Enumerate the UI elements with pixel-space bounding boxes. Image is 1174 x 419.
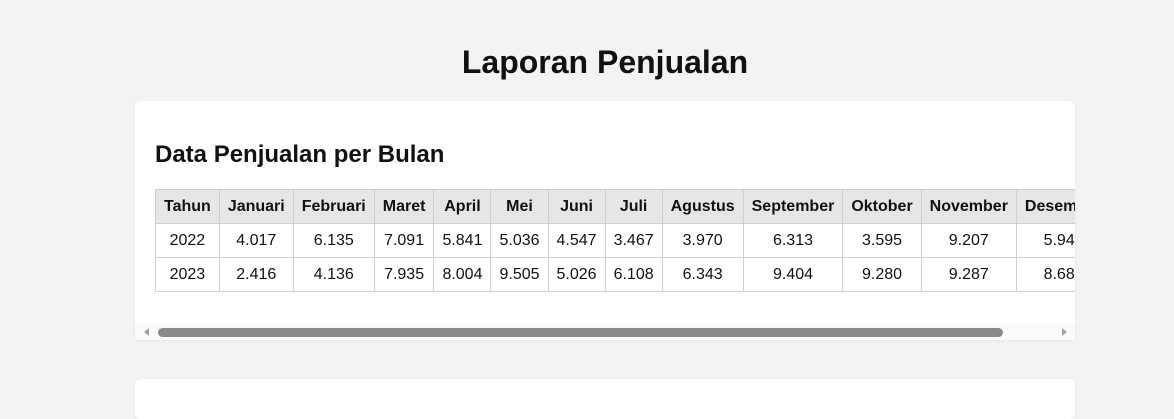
sales-table: Tahun Januari Februari Maret April Mei J…	[155, 189, 1075, 292]
table-cell: 2022	[155, 223, 220, 258]
table-cell: 9.505	[490, 257, 549, 292]
table-cell: 9.404	[742, 257, 844, 292]
table-cell: 2.416	[218, 257, 294, 292]
section-title: Data Penjualan per Bulan	[155, 141, 445, 168]
table-row: 2022 4.017 6.135 7.091 5.841 5.036 4.547…	[155, 223, 1075, 258]
header-cell: Juni	[547, 189, 606, 224]
header-cell: Juli	[604, 189, 663, 224]
horizontal-scrollbar[interactable]	[135, 324, 1075, 340]
scrollbar-thumb[interactable]	[158, 328, 1003, 337]
table-cell: 4.136	[292, 257, 375, 292]
header-cell: Mei	[490, 189, 549, 224]
sales-table-viewport[interactable]: Tahun Januari Februari Maret April Mei J…	[155, 189, 1075, 299]
header-cell: Oktober	[842, 189, 922, 224]
table-cell: 3.467	[604, 223, 663, 258]
table-cell: 6.108	[604, 257, 663, 292]
header-cell: Tahun	[155, 189, 220, 224]
page-title: Laporan Penjualan	[461, 44, 749, 80]
table-cell: 9.287	[920, 257, 1017, 292]
table-cell: 5.841	[433, 223, 492, 258]
table-cell: 3.595	[842, 223, 922, 258]
header-cell: November	[920, 189, 1017, 224]
table-cell: 7.935	[373, 257, 435, 292]
table-cell: 6.135	[292, 223, 375, 258]
table-header-row: Tahun Januari Februari Maret April Mei J…	[155, 189, 1075, 224]
table-cell: 9.207	[920, 223, 1017, 258]
table-cell: 2023	[155, 257, 220, 292]
table-cell: 3.970	[661, 223, 744, 258]
header-cell: Januari	[218, 189, 294, 224]
next-card	[135, 379, 1075, 419]
table-cell: 9.280	[842, 257, 922, 292]
table-row: 2023 2.416 4.136 7.935 8.004 9.505 5.026…	[155, 257, 1075, 292]
table-cell: 5.941	[1015, 223, 1075, 258]
table-cell: 6.343	[661, 257, 744, 292]
header-cell: Agustus	[661, 189, 744, 224]
table-cell: 6.313	[742, 223, 844, 258]
table-cell: 4.547	[547, 223, 606, 258]
header-cell: Maret	[373, 189, 435, 224]
table-cell: 5.036	[490, 223, 549, 258]
header-cell: Desember	[1015, 189, 1075, 224]
table-cell: 8.683	[1015, 257, 1075, 292]
header-cell: April	[433, 189, 492, 224]
table-cell: 4.017	[218, 223, 294, 258]
header-cell: September	[742, 189, 844, 224]
table-cell: 8.004	[433, 257, 492, 292]
table-cell: 7.091	[373, 223, 435, 258]
scroll-right-arrow-icon[interactable]	[1062, 328, 1067, 336]
table-cell: 5.026	[547, 257, 606, 292]
header-cell: Februari	[292, 189, 375, 224]
scroll-left-arrow-icon[interactable]	[144, 328, 149, 336]
